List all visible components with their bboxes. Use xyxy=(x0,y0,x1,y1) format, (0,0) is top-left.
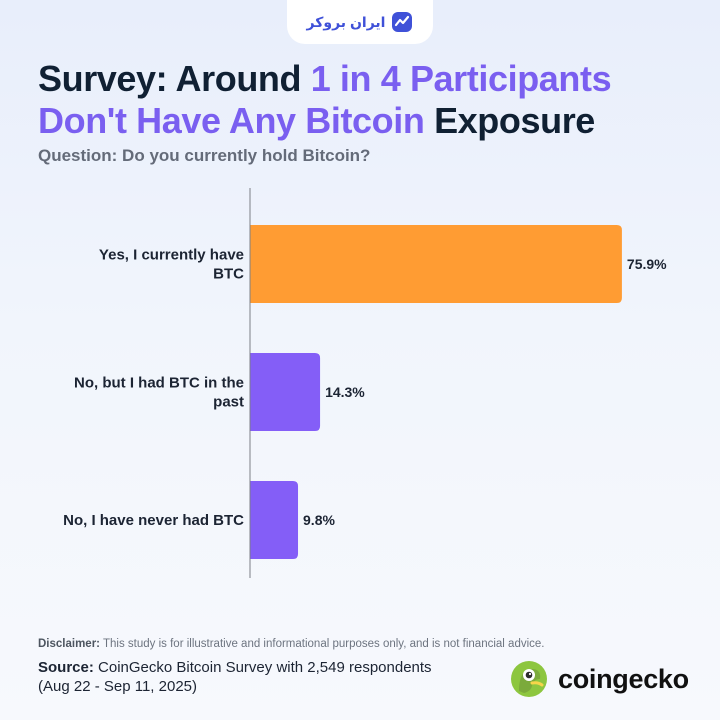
category-label-3: No, I have never had BTC xyxy=(63,512,244,529)
value-label-2: 14.3% xyxy=(325,384,365,400)
bar-1 xyxy=(250,225,622,303)
source-label: Source: xyxy=(38,659,94,676)
category-label-1: Yes, I currently have BTC xyxy=(99,247,244,283)
source-text: CoinGecko Bitcoin Survey with 2,549 resp… xyxy=(38,659,432,695)
bar-chart: 75.9% Yes, I currently have BTC 14.3% No, bu… xyxy=(63,188,667,578)
category-label-2: No, but I had BTC in the past xyxy=(74,375,244,411)
bar-3 xyxy=(250,481,299,559)
disclaimer-text: This study is for illustrative and infor… xyxy=(100,638,545,650)
title-part-2: Exposure xyxy=(424,100,595,141)
title-part-1: Survey: Around xyxy=(38,58,311,99)
chart-title: Survey: Around 1 in 4 Participants Don't… xyxy=(38,58,698,142)
iranbroker-logo-icon xyxy=(392,12,413,32)
coingecko-gecko-icon xyxy=(511,661,547,697)
chart-subtitle: Question: Do you currently hold Bitcoin? xyxy=(38,146,371,165)
brand-name: ایران بروکر xyxy=(306,13,386,30)
brand-badge: ایران بروکر xyxy=(287,0,433,44)
coingecko-logo: coingecko xyxy=(510,660,689,698)
coingecko-wordmark: coingecko xyxy=(558,663,689,694)
value-label-3: 9.8% xyxy=(303,512,335,528)
bar-2 xyxy=(250,353,321,431)
source-note: Source: CoinGecko Bitcoin Survey with 2,… xyxy=(38,658,458,696)
disclaimer-label: Disclaimer: xyxy=(38,638,101,650)
value-label-1: 75.9% xyxy=(627,256,667,272)
title-highlight: 1 in 4 Participants Don't Have Any Bitco… xyxy=(38,58,612,141)
disclaimer: Disclaimer: This study is for illustrati… xyxy=(38,638,544,650)
